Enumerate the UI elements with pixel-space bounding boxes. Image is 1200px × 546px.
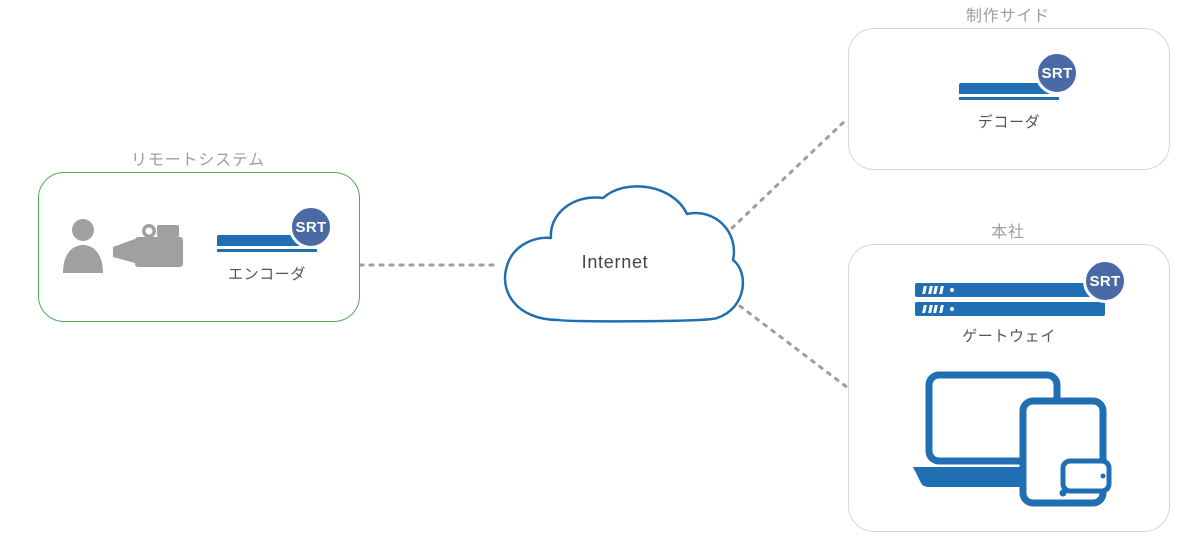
- gateway-server-icon: [915, 283, 1105, 321]
- srt-badge-text: SRT: [296, 219, 327, 236]
- edge-cloud-production: [732, 118, 848, 228]
- production-title: 制作サイド: [848, 2, 1168, 26]
- encoder-label: エンコーダ: [207, 263, 327, 284]
- srt-badge-text: SRT: [1090, 273, 1121, 290]
- remote-title: リモートシステム: [38, 146, 358, 170]
- cloud-node: Internet: [485, 180, 745, 350]
- edge-cloud-hq: [732, 300, 848, 388]
- devices-cluster-icon: [913, 367, 1113, 507]
- camera-icon: [113, 223, 187, 271]
- srt-badge-production: SRT: [1035, 51, 1079, 95]
- decoder-label: デコーダ: [949, 111, 1069, 132]
- hq-title: 本社: [848, 218, 1168, 242]
- cloud-label: Internet: [485, 252, 745, 273]
- person-icon: [61, 217, 105, 273]
- hq-box: ゲートウェイ SRT: [848, 244, 1170, 532]
- production-box: デコーダ SRT: [848, 28, 1170, 170]
- srt-badge-hq: SRT: [1083, 259, 1127, 303]
- remote-box: エンコーダ SRT: [38, 172, 360, 322]
- srt-badge-remote: SRT: [289, 205, 333, 249]
- gateway-label: ゲートウェイ: [909, 325, 1109, 346]
- srt-badge-text: SRT: [1042, 65, 1073, 82]
